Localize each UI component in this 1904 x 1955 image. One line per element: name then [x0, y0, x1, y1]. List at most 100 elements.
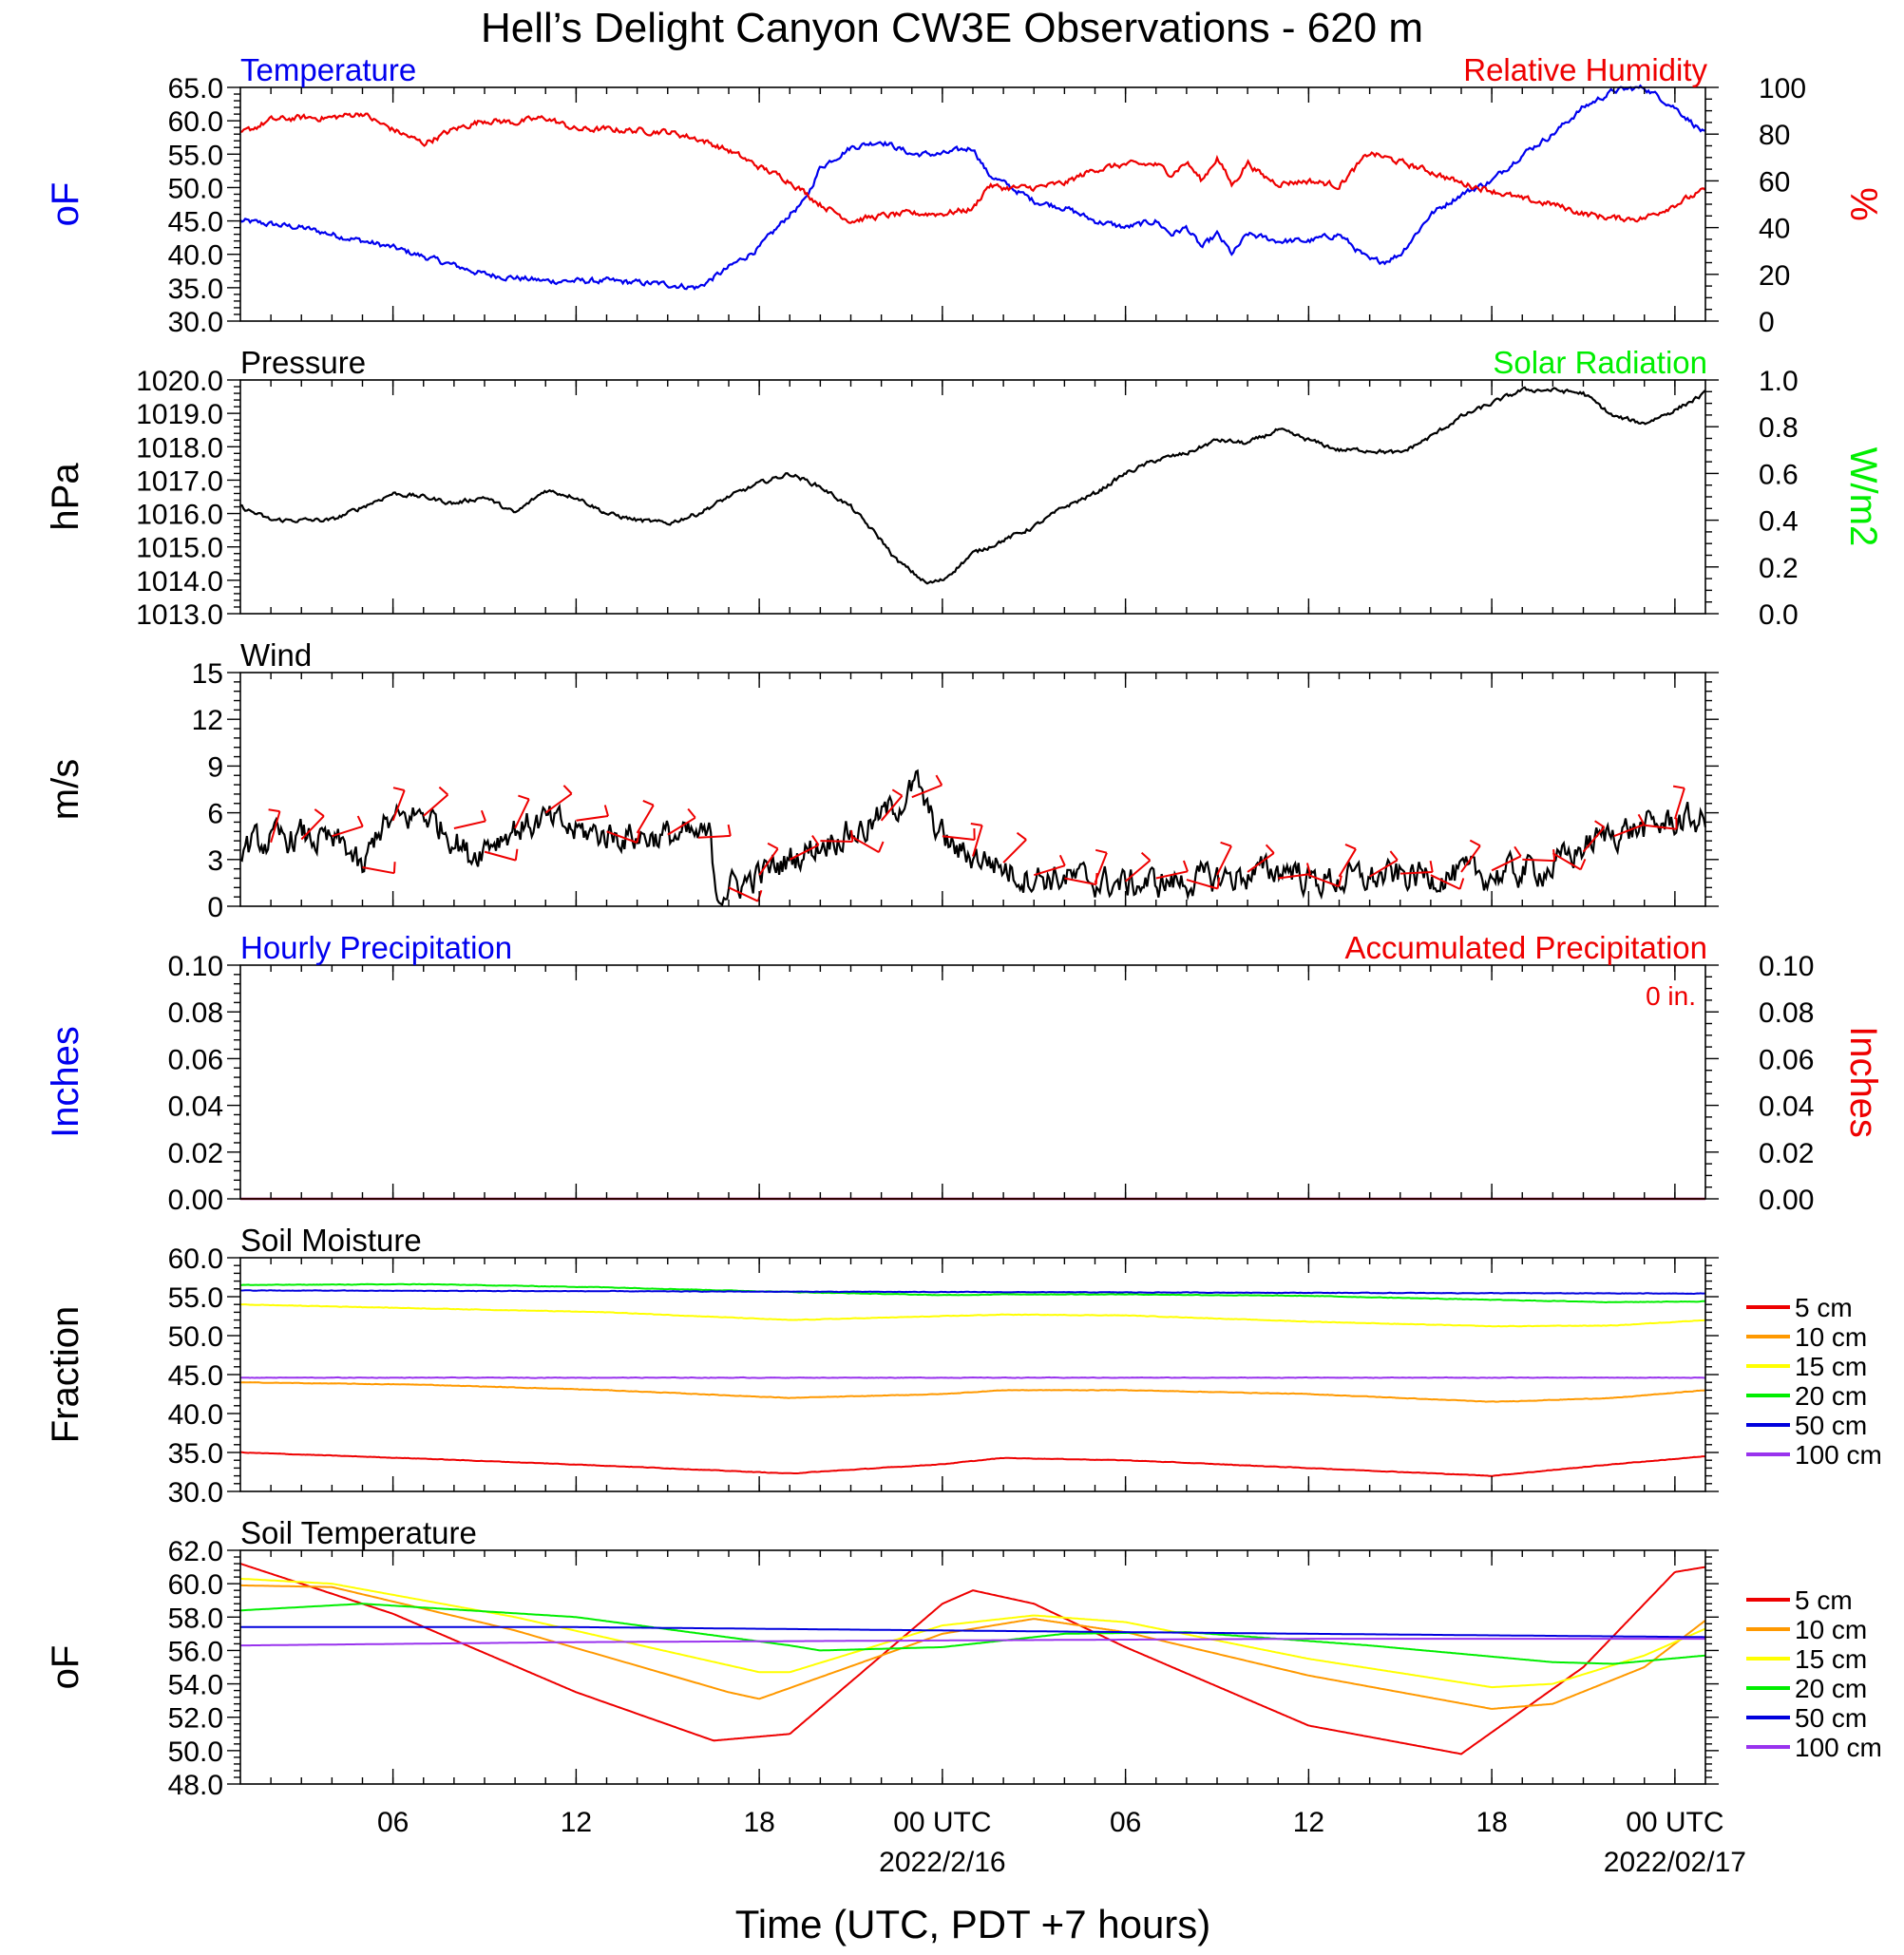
y-right-tick-label: 0.00: [1759, 1185, 1814, 1216]
wind-barb-flag: [480, 809, 486, 822]
wind-barb-flag: [1305, 863, 1311, 875]
panel-temp_rh: 30.035.040.045.050.055.060.065.0 0 20 40 60 8…: [45, 52, 1884, 338]
y-right-tick-label: 40: [1759, 214, 1790, 245]
y-tick-label: 0.00: [168, 1185, 223, 1216]
series-line-soil_moisture-5: [239, 1376, 1706, 1379]
legend-label: 20 cm: [1795, 1381, 1867, 1411]
y-tick-label: 1016.0: [136, 500, 223, 531]
series-line-soil_temperature-1: [240, 1584, 1706, 1710]
y-tick-label: 50.0: [168, 173, 223, 204]
series-line-soil_moisture-4: [239, 1289, 1706, 1296]
wind-barb: [1644, 824, 1677, 830]
legend-label: 50 cm: [1795, 1411, 1867, 1440]
wind-barb-flag: [438, 786, 449, 796]
y-right-tick-label: 0.2: [1759, 553, 1799, 584]
wind-barb: [1064, 877, 1096, 886]
y-right-tick-label: 20: [1759, 260, 1790, 292]
wind-barb-flag: [1095, 848, 1108, 854]
y-tick-label: 12: [192, 705, 223, 736]
wind-barb-flag: [811, 835, 820, 846]
series-line-soil_temperature-3: [239, 1603, 1706, 1665]
y-tick-label: 15: [192, 658, 223, 690]
legend-label: 5 cm: [1795, 1293, 1853, 1322]
series-line-soil_temperature-0: [239, 1563, 1706, 1756]
y-axis-title-left: oF: [45, 182, 86, 227]
wind-barb-flag: [636, 831, 641, 844]
wind-barb-flag: [1344, 843, 1357, 850]
y-tick-label: 0.06: [168, 1044, 223, 1075]
wind-barb-flag: [1514, 845, 1522, 857]
wind-barb-flag: [1579, 859, 1587, 870]
y-tick-label: 1013.0: [136, 599, 223, 631]
wind-barb: [1247, 852, 1275, 873]
y-tick-label: 50.0: [168, 1737, 223, 1768]
wind-barb-flag: [1265, 844, 1275, 854]
y-right-tick-label: 0.4: [1759, 506, 1799, 538]
panel-wind: 0 3 6 9 12 15 Wind m/s: [45, 637, 1719, 923]
wind-barb-flag: [1429, 861, 1434, 873]
wind-barb: [972, 825, 983, 857]
wind-barb: [1582, 826, 1606, 853]
panel-title-left: Soil Moisture: [240, 1223, 422, 1258]
panel-title-right: Solar Radiation: [1493, 345, 1707, 380]
wind-barb: [911, 784, 942, 799]
series-line-pressure-0: [239, 386, 1706, 585]
y-right-tick-label: 0.06: [1759, 1044, 1814, 1075]
x-tick-label: 12: [1293, 1807, 1324, 1838]
wind-barb: [636, 805, 655, 834]
wind-barb-flag: [1182, 860, 1189, 872]
wind-barb: [362, 866, 395, 875]
y-right-tick-label: 0.04: [1759, 1091, 1814, 1123]
wind-barb: [1613, 823, 1645, 838]
wind-barb: [300, 815, 325, 841]
y-axis-title-left: oF: [45, 1645, 86, 1690]
series-line-temp_rh-1: [239, 112, 1706, 224]
y-tick-label: 6: [207, 799, 223, 830]
y-tick-label: 1017.0: [136, 465, 223, 497]
panel-title-left: Temperature: [240, 52, 416, 87]
x-tick-label: 00 UTC: [893, 1807, 991, 1838]
legend-label: 100 cm: [1795, 1733, 1882, 1762]
wind-barb: [514, 798, 530, 829]
series-line-soil_moisture-3: [240, 1282, 1706, 1304]
wind-barb: [1124, 859, 1152, 883]
wind-barb: [606, 830, 638, 844]
wind-barb: [1034, 864, 1066, 877]
y-tick-label: 40.0: [168, 240, 223, 272]
wind-barb-flag: [392, 787, 405, 791]
y-tick-label: 35.0: [168, 1438, 223, 1470]
y-right-tick-label: 0.0: [1759, 599, 1799, 631]
wind-barb: [544, 792, 573, 814]
wind-barb-flag: [356, 815, 364, 827]
wind-barb-flag: [1552, 849, 1556, 862]
wind-barb: [942, 835, 975, 841]
y-tick-label: 45.0: [168, 207, 223, 238]
y-tick-label: 62.0: [168, 1536, 223, 1567]
y-tick-label: 0.10: [168, 951, 223, 982]
panel-title-left: Wind: [240, 637, 312, 673]
panel-frame: [239, 1549, 1706, 1785]
panel-frame: [239, 672, 1706, 907]
panel-soil_moisture: 30.0 35.0 40.0 45.0 50.0 55.0 60.0 Soil Moistur…: [45, 1223, 1882, 1509]
y-tick-label: 3: [207, 845, 223, 877]
series-line-soil_temperature-5: [239, 1638, 1705, 1647]
legend-label: 100 cm: [1795, 1440, 1882, 1470]
wind-barb: [728, 886, 759, 902]
wind-barb: [576, 815, 609, 822]
wind-barb: [1491, 855, 1522, 872]
wind-barb-flag: [1220, 841, 1232, 847]
wind-barb: [1552, 852, 1582, 871]
wind-barb: [1522, 858, 1555, 863]
y-tick-label: 30.0: [168, 307, 223, 338]
y-right-tick-label: 0.08: [1759, 997, 1814, 1029]
series-line-soil_temperature-2: [239, 1577, 1706, 1689]
legend-label: 15 cm: [1795, 1352, 1867, 1381]
y-axis-title-left: hPa: [45, 463, 86, 531]
y-right-tick-label: 0.6: [1759, 459, 1799, 490]
wind-barb-flag: [1672, 785, 1685, 789]
wind-barb-flag: [878, 841, 885, 853]
wind-barb: [667, 816, 696, 836]
legend-label: 20 cm: [1795, 1674, 1867, 1703]
panel-title-left: Pressure: [240, 345, 366, 380]
accumulated-total: 0 in.: [1646, 981, 1696, 1011]
